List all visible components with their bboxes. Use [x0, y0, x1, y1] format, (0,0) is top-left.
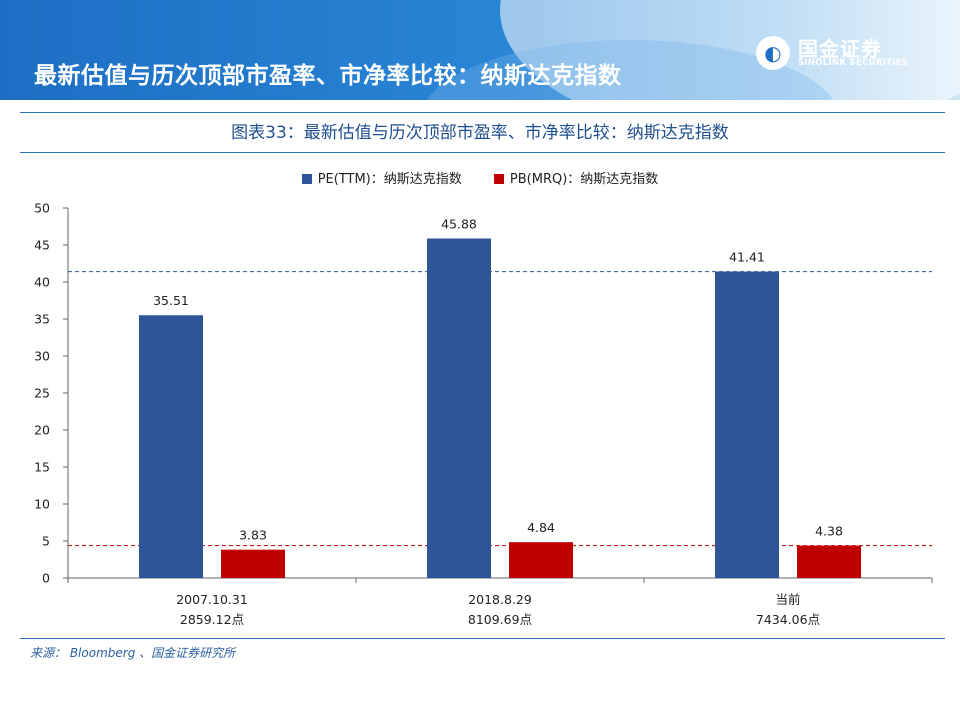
- source-note: 来源： Bloomberg 、国金证券研究所: [30, 646, 236, 660]
- legend-label-pe: PE(TTM)：纳斯达克指数: [317, 172, 462, 187]
- y-tick-label: 45: [34, 238, 50, 253]
- logo-name-cn: 国金证券: [798, 37, 882, 61]
- legend-swatch-pb: [493, 174, 504, 184]
- chart-title-bottom-rule: [20, 152, 945, 153]
- y-tick-label: 50: [34, 201, 50, 216]
- chart-title: 图表33：最新估值与历次顶部市盈率、市净率比较：纳斯达克指数: [231, 123, 729, 143]
- company-logo: ◐ 国金证券 SINOLINK SECURITIES: [756, 32, 946, 72]
- y-tick-label: 20: [34, 423, 50, 438]
- decor-swoosh: [500, 0, 960, 100]
- legend-label-pb: PB(MRQ)：纳斯达克指数: [509, 172, 659, 187]
- y-tick-label: 10: [34, 497, 50, 512]
- logo-name-en: SINOLINK SECURITIES: [798, 58, 909, 68]
- data-label-pe: 41.41: [729, 250, 765, 265]
- bar-pe: [427, 238, 491, 578]
- header-banner: 最新估值与历次顶部市盈率、市净率比较：纳斯达克指数 ◐ 国金证券 SINOLIN…: [0, 0, 960, 100]
- x-category-label: 2007.10.31: [176, 592, 248, 607]
- legend-item-pb: PB(MRQ)：纳斯达克指数: [493, 168, 659, 187]
- bar-pe: [715, 271, 779, 578]
- data-label-pb: 4.38: [815, 524, 843, 539]
- page-title: 最新估值与历次顶部市盈率、市净率比较：纳斯达克指数: [34, 63, 622, 89]
- y-tick-label: 35: [34, 312, 50, 327]
- data-label-pb: 4.84: [527, 520, 555, 535]
- logo-mark-icon: ◐: [756, 36, 790, 70]
- bar-pb: [797, 545, 861, 578]
- data-label-pe: 35.51: [153, 293, 189, 308]
- data-label-pb: 3.83: [239, 528, 267, 543]
- x-category-sublabel: 8109.69点: [468, 612, 532, 627]
- x-category-sublabel: 7434.06点: [756, 612, 820, 627]
- legend-item-pe: PE(TTM)：纳斯达克指数: [301, 168, 462, 187]
- bar-pe: [139, 315, 203, 578]
- y-tick-label: 5: [42, 534, 50, 549]
- bar-chart: 0 5 10 15 20 25 30 35 40 45 50 35.51 45.88 41.41 3.83 4…: [34, 201, 933, 627]
- bar-pb: [221, 549, 285, 578]
- source-rule: [20, 638, 945, 639]
- y-tick-label: 15: [34, 460, 50, 475]
- y-tick-label: 25: [34, 386, 50, 401]
- legend-swatch-pe: [301, 174, 312, 184]
- bar-pb: [509, 542, 573, 578]
- data-label-pe: 45.88: [441, 216, 477, 231]
- chart-title-top-rule: [20, 112, 945, 113]
- x-category-sublabel: 2859.12点: [180, 612, 244, 627]
- x-category-label: 当前: [775, 592, 800, 607]
- y-tick-label: 0: [42, 571, 50, 586]
- chart-legend: PE(TTM)：纳斯达克指数 PB(MRQ)：纳斯达克指数: [0, 168, 960, 187]
- y-tick-label: 40: [34, 275, 50, 290]
- x-category-label: 2018.8.29: [468, 592, 532, 607]
- y-tick-label: 30: [34, 349, 50, 364]
